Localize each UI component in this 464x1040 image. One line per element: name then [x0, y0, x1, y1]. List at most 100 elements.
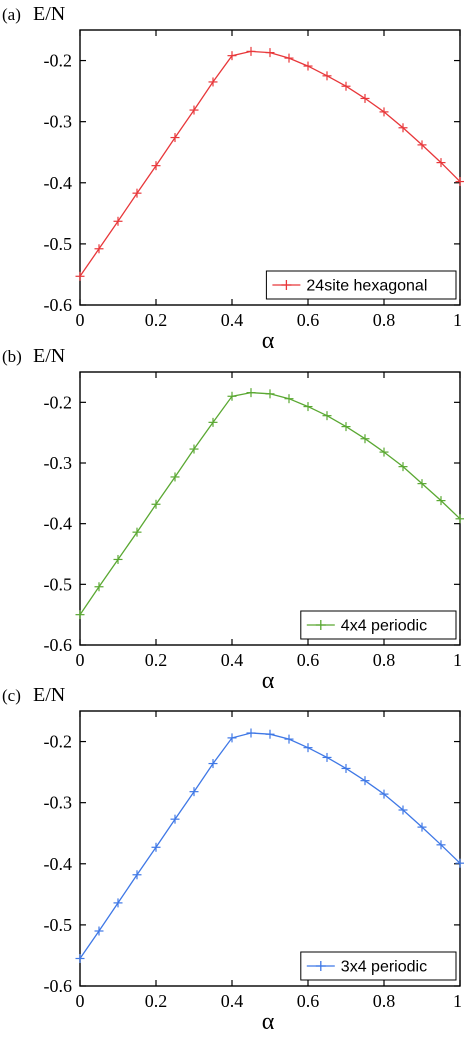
data-point — [436, 158, 446, 168]
data-point — [341, 763, 351, 773]
data-point — [322, 411, 332, 421]
data-point — [455, 858, 464, 868]
data-point — [189, 105, 199, 115]
y-tick-label: -0.2 — [44, 51, 73, 71]
data-point — [284, 734, 294, 744]
data-point — [303, 402, 313, 412]
y-tick-label: -0.3 — [44, 793, 73, 813]
data-point — [284, 394, 294, 404]
chart-panel-2: (c) E/N -0.6 -0.5 -0.4 -0.3 -0.2 0 0.2 0.4 0.6 0.8 1… — [2, 684, 464, 1035]
data-point — [189, 444, 199, 454]
y-tick-label: -0.3 — [44, 112, 73, 132]
series-line — [79, 732, 461, 959]
data-point — [113, 554, 123, 564]
panel-label: (a) — [2, 5, 21, 24]
data-point — [208, 77, 218, 87]
data-point — [379, 447, 389, 457]
x-tick-label: 0.6 — [297, 650, 320, 670]
series-line — [79, 391, 461, 616]
x-tick-label: 0.8 — [373, 310, 396, 330]
data-point — [132, 527, 142, 537]
legend-label: 3x4 periodic — [341, 959, 427, 976]
data-point — [379, 107, 389, 117]
plot-frame — [79, 371, 461, 646]
data-point — [151, 499, 161, 509]
y-axis-label: E/N — [33, 3, 65, 25]
x-tick-label: 0.4 — [221, 650, 244, 670]
panel-label: (b) — [2, 347, 22, 366]
y-axis-label: E/N — [33, 684, 65, 706]
data-point — [322, 71, 332, 81]
data-point — [455, 514, 464, 524]
data-point — [227, 51, 237, 61]
x-axis-label: α — [262, 668, 275, 694]
data-point — [417, 479, 427, 489]
data-point — [132, 870, 142, 880]
x-tick-label: 0.6 — [297, 991, 320, 1011]
y-tick-label: -0.6 — [44, 635, 73, 655]
data-point — [341, 422, 351, 432]
data-point — [189, 787, 199, 797]
x-tick-label: 0 — [76, 991, 85, 1011]
data-point — [94, 926, 104, 936]
y-axis-label: E/N — [33, 345, 65, 367]
chart-panel-0: (a) E/N -0.6 -0.5 -0.4 -0.3 -0.2 0 0.2 0.4 0.6 0.8 1… — [2, 3, 464, 354]
y-tick-label: -0.5 — [44, 234, 73, 254]
data-point — [417, 140, 427, 150]
data-point — [398, 462, 408, 472]
y-tick-label: -0.5 — [44, 915, 73, 935]
series-line — [79, 50, 461, 277]
data-point — [322, 752, 332, 762]
x-tick-label: 1 — [453, 310, 462, 330]
data-point — [436, 840, 446, 850]
data-point — [246, 388, 256, 398]
y-tick-label: -0.6 — [44, 295, 73, 315]
x-tick-label: 0.8 — [373, 650, 396, 670]
x-tick-label: 0 — [76, 650, 85, 670]
data-point — [436, 496, 446, 506]
chart-panel-1: (b) E/N -0.6 -0.5 -0.4 -0.3 -0.2 0 0.2 0.4 0.6 0.8 1… — [2, 345, 464, 694]
data-point — [284, 53, 294, 63]
data-point — [246, 46, 256, 56]
data-point — [265, 389, 275, 399]
data-point — [170, 472, 180, 482]
x-tick-label: 0.2 — [145, 991, 168, 1011]
x-tick-label: 0.2 — [145, 310, 168, 330]
data-point — [265, 48, 275, 58]
data-point — [94, 582, 104, 592]
data-point — [75, 954, 85, 963]
y-tick-label: -0.2 — [44, 732, 73, 752]
data-point — [303, 61, 313, 71]
data-point — [303, 743, 313, 753]
x-tick-label: 0 — [76, 310, 85, 330]
x-tick-label: 0.8 — [373, 991, 396, 1011]
data-point — [246, 728, 256, 738]
data-point — [227, 391, 237, 401]
data-point — [208, 759, 218, 769]
y-tick-label: -0.2 — [44, 392, 73, 412]
data-point — [75, 610, 85, 620]
data-point — [151, 842, 161, 852]
data-point — [398, 123, 408, 133]
x-tick-label: 0.4 — [221, 310, 244, 330]
data-point — [265, 729, 275, 739]
data-point — [341, 81, 351, 91]
y-tick-label: -0.4 — [44, 514, 73, 534]
y-tick-label: -0.4 — [44, 173, 73, 193]
x-tick-label: 1 — [453, 991, 462, 1011]
x-tick-label: 0.4 — [221, 991, 244, 1011]
data-point — [455, 177, 464, 187]
legend-label: 4x4 periodic — [341, 618, 427, 635]
plot-frame — [79, 29, 461, 306]
data-point — [94, 244, 104, 254]
x-axis-label: α — [262, 328, 275, 354]
data-point — [360, 93, 370, 103]
x-tick-label: 0.6 — [297, 310, 320, 330]
data-point — [379, 789, 389, 799]
y-tick-label: -0.5 — [44, 574, 73, 594]
data-point — [75, 271, 85, 281]
data-point — [170, 814, 180, 824]
legend-box — [300, 610, 457, 640]
y-tick-label: -0.4 — [44, 854, 73, 874]
